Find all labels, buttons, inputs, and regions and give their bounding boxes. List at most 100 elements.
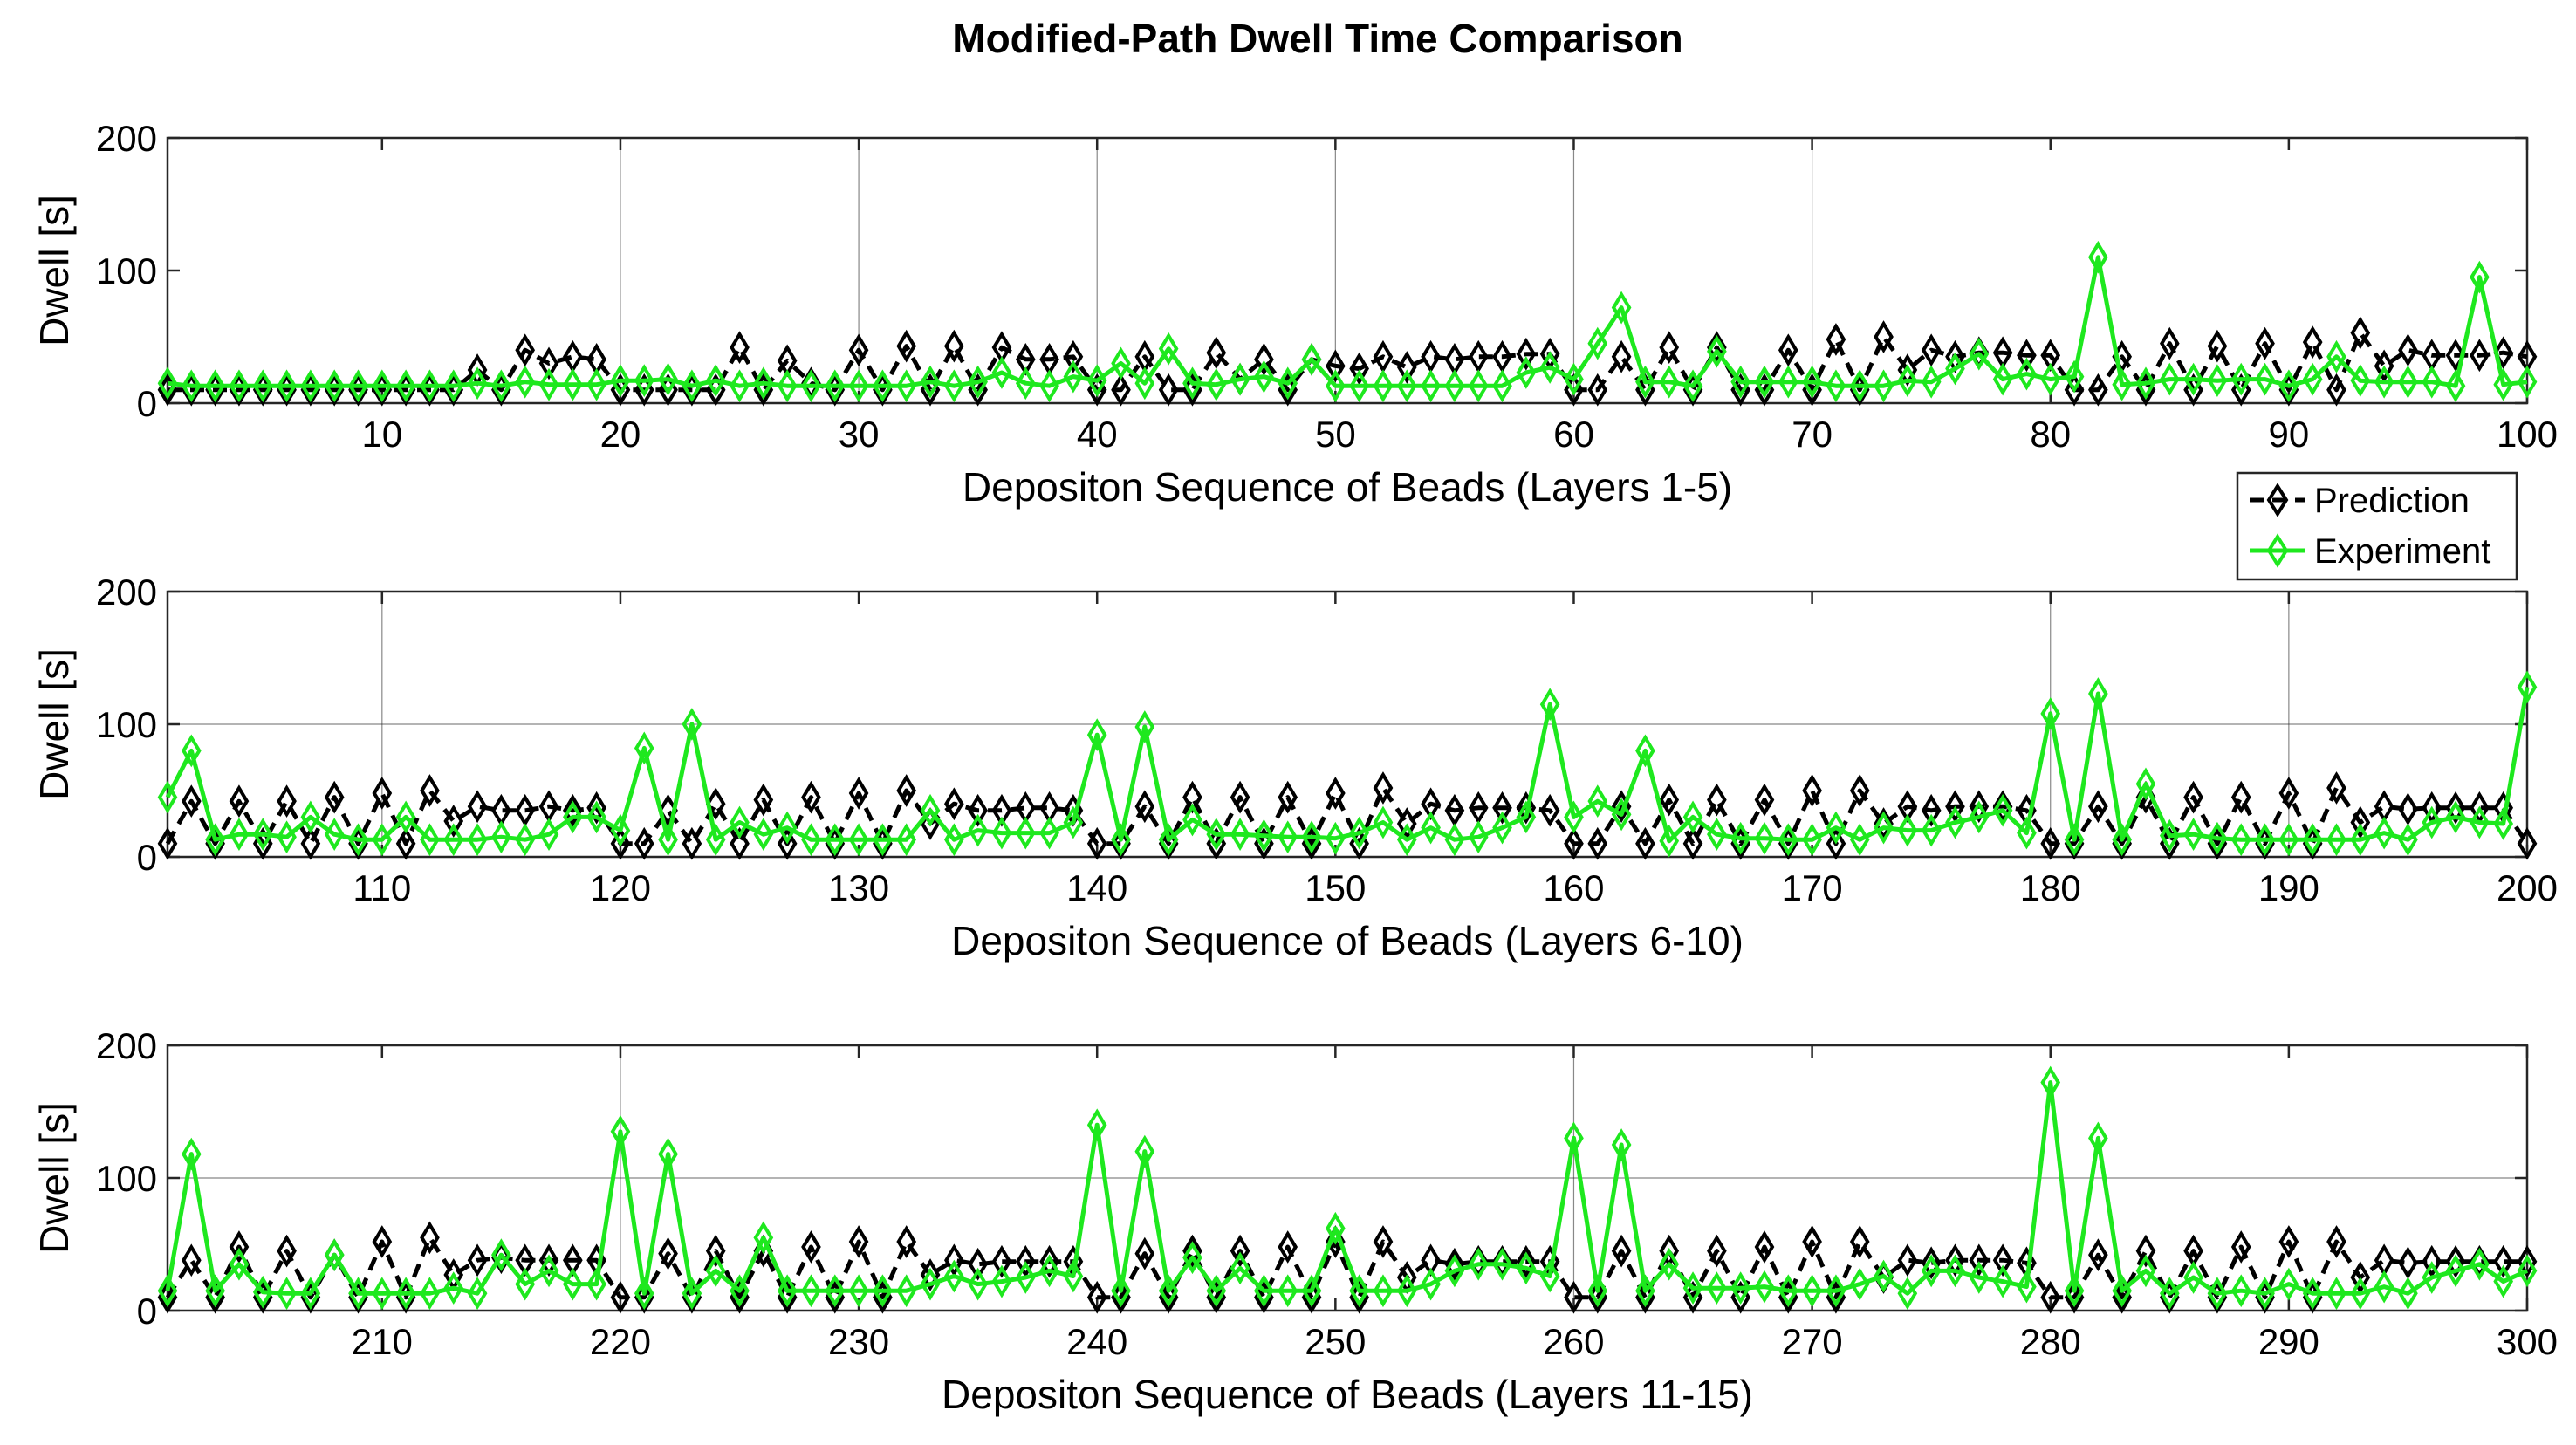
x-tick-label: 10 xyxy=(361,414,402,455)
prediction-point xyxy=(2088,790,2108,824)
experiment-point xyxy=(2183,362,2203,396)
prediction-point xyxy=(2398,792,2418,826)
x-axis-label: Depositon Sequence of Beads (Layers 11-1… xyxy=(942,1372,1753,1417)
prediction-point xyxy=(2374,349,2394,383)
experiment-point xyxy=(1969,337,1990,371)
prediction-point xyxy=(324,780,345,814)
legend-box xyxy=(2236,471,2518,581)
prediction-point xyxy=(2159,326,2180,360)
experiment-point xyxy=(1730,1271,1751,1305)
experiment-point xyxy=(1945,805,1965,839)
experiment-point xyxy=(515,823,536,857)
experiment-point xyxy=(2040,696,2061,730)
prediction-point xyxy=(1874,320,1894,353)
experiment-point xyxy=(1707,818,1727,852)
experiment-point xyxy=(2159,1277,2180,1311)
experiment-point xyxy=(1468,369,1489,403)
experiment-point xyxy=(1086,364,1107,398)
experiment-point xyxy=(634,731,654,765)
experiment-point xyxy=(2135,767,2156,801)
experiment-point xyxy=(1039,816,1059,850)
prediction-point xyxy=(1897,1243,1918,1277)
y-tick-label: 100 xyxy=(96,250,157,291)
experiment-point xyxy=(2350,823,2371,857)
experiment-point xyxy=(1230,362,1250,396)
x-tick-label: 290 xyxy=(2258,1321,2319,1362)
experiment-point xyxy=(420,1277,440,1311)
experiment-point xyxy=(1326,821,1346,855)
prediction-point xyxy=(2278,777,2299,810)
prediction-point xyxy=(229,1230,250,1264)
experiment-point xyxy=(1444,823,1465,857)
experiment-point xyxy=(1349,1274,1369,1308)
experiment-point xyxy=(229,1247,250,1281)
experiment-point xyxy=(2445,1254,2466,1288)
experiment-point xyxy=(1301,1274,1322,1308)
prediction-point xyxy=(777,826,798,860)
experiment-point xyxy=(1206,367,1227,401)
experiment-point xyxy=(2493,807,2514,840)
x-tick-label: 150 xyxy=(1305,867,1366,908)
experiment-point xyxy=(1373,805,1394,839)
experiment-point xyxy=(2159,362,2180,396)
experiment-point xyxy=(801,1274,821,1308)
experiment-point xyxy=(801,369,821,403)
prediction-point xyxy=(2350,316,2371,350)
experiment-point xyxy=(1754,365,1775,399)
experiment-point xyxy=(372,823,393,857)
experiment-point xyxy=(2159,818,2180,853)
experiment-point xyxy=(991,356,1012,389)
prediction-line xyxy=(165,1235,2527,1300)
prediction-point xyxy=(634,1280,654,1314)
experiment-point xyxy=(1396,369,1417,403)
experiment-point xyxy=(658,1137,678,1171)
prediction-point xyxy=(1921,1246,1942,1280)
experiment-point xyxy=(1802,1274,1822,1308)
x-tick-label: 220 xyxy=(590,1321,651,1362)
prediction-point xyxy=(1326,777,1346,810)
prediction-point xyxy=(2112,826,2133,860)
panel-3: 210 220 230 240 250 260 270 280 290 300 0 100 200 Dep… xyxy=(31,1025,2558,1417)
experiment-point xyxy=(205,369,225,403)
experiment-point xyxy=(1254,818,1274,853)
experiment-point xyxy=(1874,811,1894,845)
legend-experiment-label: Experiment xyxy=(2314,532,2490,571)
experiment-point xyxy=(2470,805,2490,839)
experiment-point xyxy=(420,823,440,857)
experiment-point xyxy=(2517,670,2538,704)
panel-2: 110 120 130 140 150 160 170 180 190 200 0 100 200 Dep… xyxy=(31,572,2558,963)
experiment-point xyxy=(2374,816,2394,850)
x-tick-label: 240 xyxy=(1066,1321,1127,1362)
experiment-point xyxy=(205,1274,225,1308)
experiment-point xyxy=(1921,813,1942,847)
prediction-point xyxy=(2326,1225,2346,1258)
prediction-point xyxy=(467,1243,488,1277)
experiment-point xyxy=(920,793,941,827)
prediction-point xyxy=(1278,1230,1298,1264)
prediction-point xyxy=(2040,1280,2061,1314)
prediction-point xyxy=(181,1243,202,1277)
y-tick-label: 0 xyxy=(137,837,157,878)
experiment-point xyxy=(1564,1121,1584,1155)
experiment-point xyxy=(1969,800,1990,834)
experiment-point xyxy=(252,1275,273,1309)
experiment-point xyxy=(1564,800,1584,834)
prediction-point xyxy=(1992,790,2013,824)
prediction-point xyxy=(1396,351,1417,384)
x-tick-label: 40 xyxy=(1077,414,1118,455)
experiment-point xyxy=(2445,800,2466,834)
experiment-point xyxy=(181,734,202,768)
experiment-point xyxy=(1134,710,1155,743)
experiment-point xyxy=(1539,1259,1560,1293)
x-tick-label: 50 xyxy=(1315,414,1356,455)
x-tick-label: 180 xyxy=(2020,867,2081,908)
experiment-point xyxy=(943,1259,964,1293)
experiment-point xyxy=(1682,369,1703,403)
chart-panels: 10 20 30 40 50 60 70 80 90 100 0 100 200 Depositon Se… xyxy=(31,118,2558,1417)
experiment-point xyxy=(1682,1271,1703,1305)
experiment-point xyxy=(2493,367,2514,401)
prediction-point xyxy=(682,826,702,860)
prediction-point xyxy=(2517,826,2538,860)
prediction-point xyxy=(1086,1280,1107,1314)
experiment-point xyxy=(348,1277,368,1311)
